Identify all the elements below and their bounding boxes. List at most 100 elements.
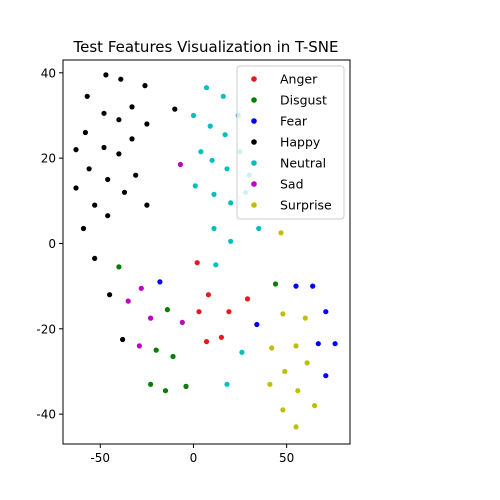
data-point-fear [323,373,329,379]
data-point-sad [136,343,142,349]
data-point-anger [205,292,211,298]
data-point-neutral [228,200,234,206]
x-tick-label: -50 [90,451,110,465]
data-point-fear [323,309,329,315]
data-point-neutral [222,132,228,138]
legend-label-happy: Happy [280,135,321,150]
series-disgust [116,264,279,394]
data-point-neutral [192,183,198,189]
data-point-fear [254,321,260,328]
legend-marker-neutral [251,160,257,166]
data-point-happy [172,106,178,112]
data-point-happy [73,185,79,191]
data-point-surprise [280,311,286,317]
data-point-fear [293,283,299,289]
series-fear [157,279,338,379]
data-point-happy [82,129,88,136]
y-tick-label: 40 [41,66,56,80]
legend-label-anger: Anger [280,72,318,87]
data-point-happy [144,121,150,127]
data-point-fear [157,279,163,285]
data-point-happy [121,189,128,195]
data-point-neutral [224,166,230,172]
chart-title: Test Features Visualization in T-SNE [73,38,339,56]
data-point-happy [116,117,122,123]
data-point-sad [177,161,183,168]
data-point-sad [148,315,154,321]
legend-label-disgust: Disgust [280,93,327,108]
data-point-neutral [211,191,217,197]
data-point-happy [105,213,111,219]
data-point-disgust [170,353,176,360]
data-point-disgust [162,388,169,394]
legend: Anger Disgust Fear Happy Neutral Sad Surprise [236,65,345,220]
data-point-happy [80,225,87,232]
data-point-disgust [148,381,154,387]
data-point-neutral [190,112,197,119]
data-point-happy [101,110,107,116]
points-layer [73,72,338,430]
legend-marker-disgust [251,97,257,103]
data-point-sad [125,298,131,304]
data-point-surprise [302,315,308,321]
y-axis: -40 -20 0 20 40 [36,66,63,422]
data-point-happy [133,172,139,178]
y-tick-label: -20 [36,322,56,336]
data-point-anger [203,339,210,345]
y-tick-label: -40 [36,408,56,422]
x-tick-label: 50 [279,451,294,465]
data-point-neutral [256,225,262,232]
data-point-disgust [183,383,189,389]
data-point-happy [129,136,135,142]
legend-label-fear: Fear [280,114,308,129]
data-point-happy [120,336,126,343]
data-point-neutral [203,85,210,91]
data-point-disgust [116,264,122,270]
legend-marker-sad [251,181,257,187]
data-point-surprise [280,407,286,413]
data-point-happy [73,147,79,153]
y-tick-label: 0 [48,237,56,251]
data-point-happy [101,144,107,151]
data-point-surprise [269,345,275,351]
series-surprise [267,230,318,430]
legend-label-neutral: Neutral [280,156,326,171]
data-point-surprise [293,343,299,349]
data-point-happy [92,202,98,208]
data-point-anger [196,309,202,315]
data-point-happy [84,93,90,99]
x-axis: -50 0 50 [90,444,294,465]
data-point-happy [142,83,148,89]
legend-marker-fear [251,118,257,124]
data-point-neutral [207,123,213,129]
data-point-anger [226,309,232,315]
data-point-surprise [295,388,301,394]
data-point-anger [218,334,224,340]
legend-label-surprise: Surprise [280,198,332,213]
data-point-neutral [211,225,217,232]
data-point-anger [194,260,200,266]
data-point-sad [138,285,144,291]
data-point-neutral [213,262,219,268]
data-point-surprise [282,368,288,375]
data-point-disgust [153,347,159,353]
series-happy [73,72,178,343]
legend-marker-anger [251,76,257,82]
data-point-happy [92,255,98,261]
data-point-fear [332,341,338,347]
series-sad [125,161,185,349]
data-point-neutral [239,349,245,355]
series-anger [194,260,251,345]
data-point-disgust [164,307,170,313]
data-point-surprise [267,381,273,387]
data-point-surprise [312,403,318,409]
data-point-surprise [278,230,284,236]
legend-label-sad: Sad [280,177,304,192]
data-point-happy [118,76,124,82]
data-point-surprise [293,424,299,430]
legend-marker-happy [251,139,257,145]
data-point-happy [105,176,111,183]
data-point-disgust [272,281,279,287]
